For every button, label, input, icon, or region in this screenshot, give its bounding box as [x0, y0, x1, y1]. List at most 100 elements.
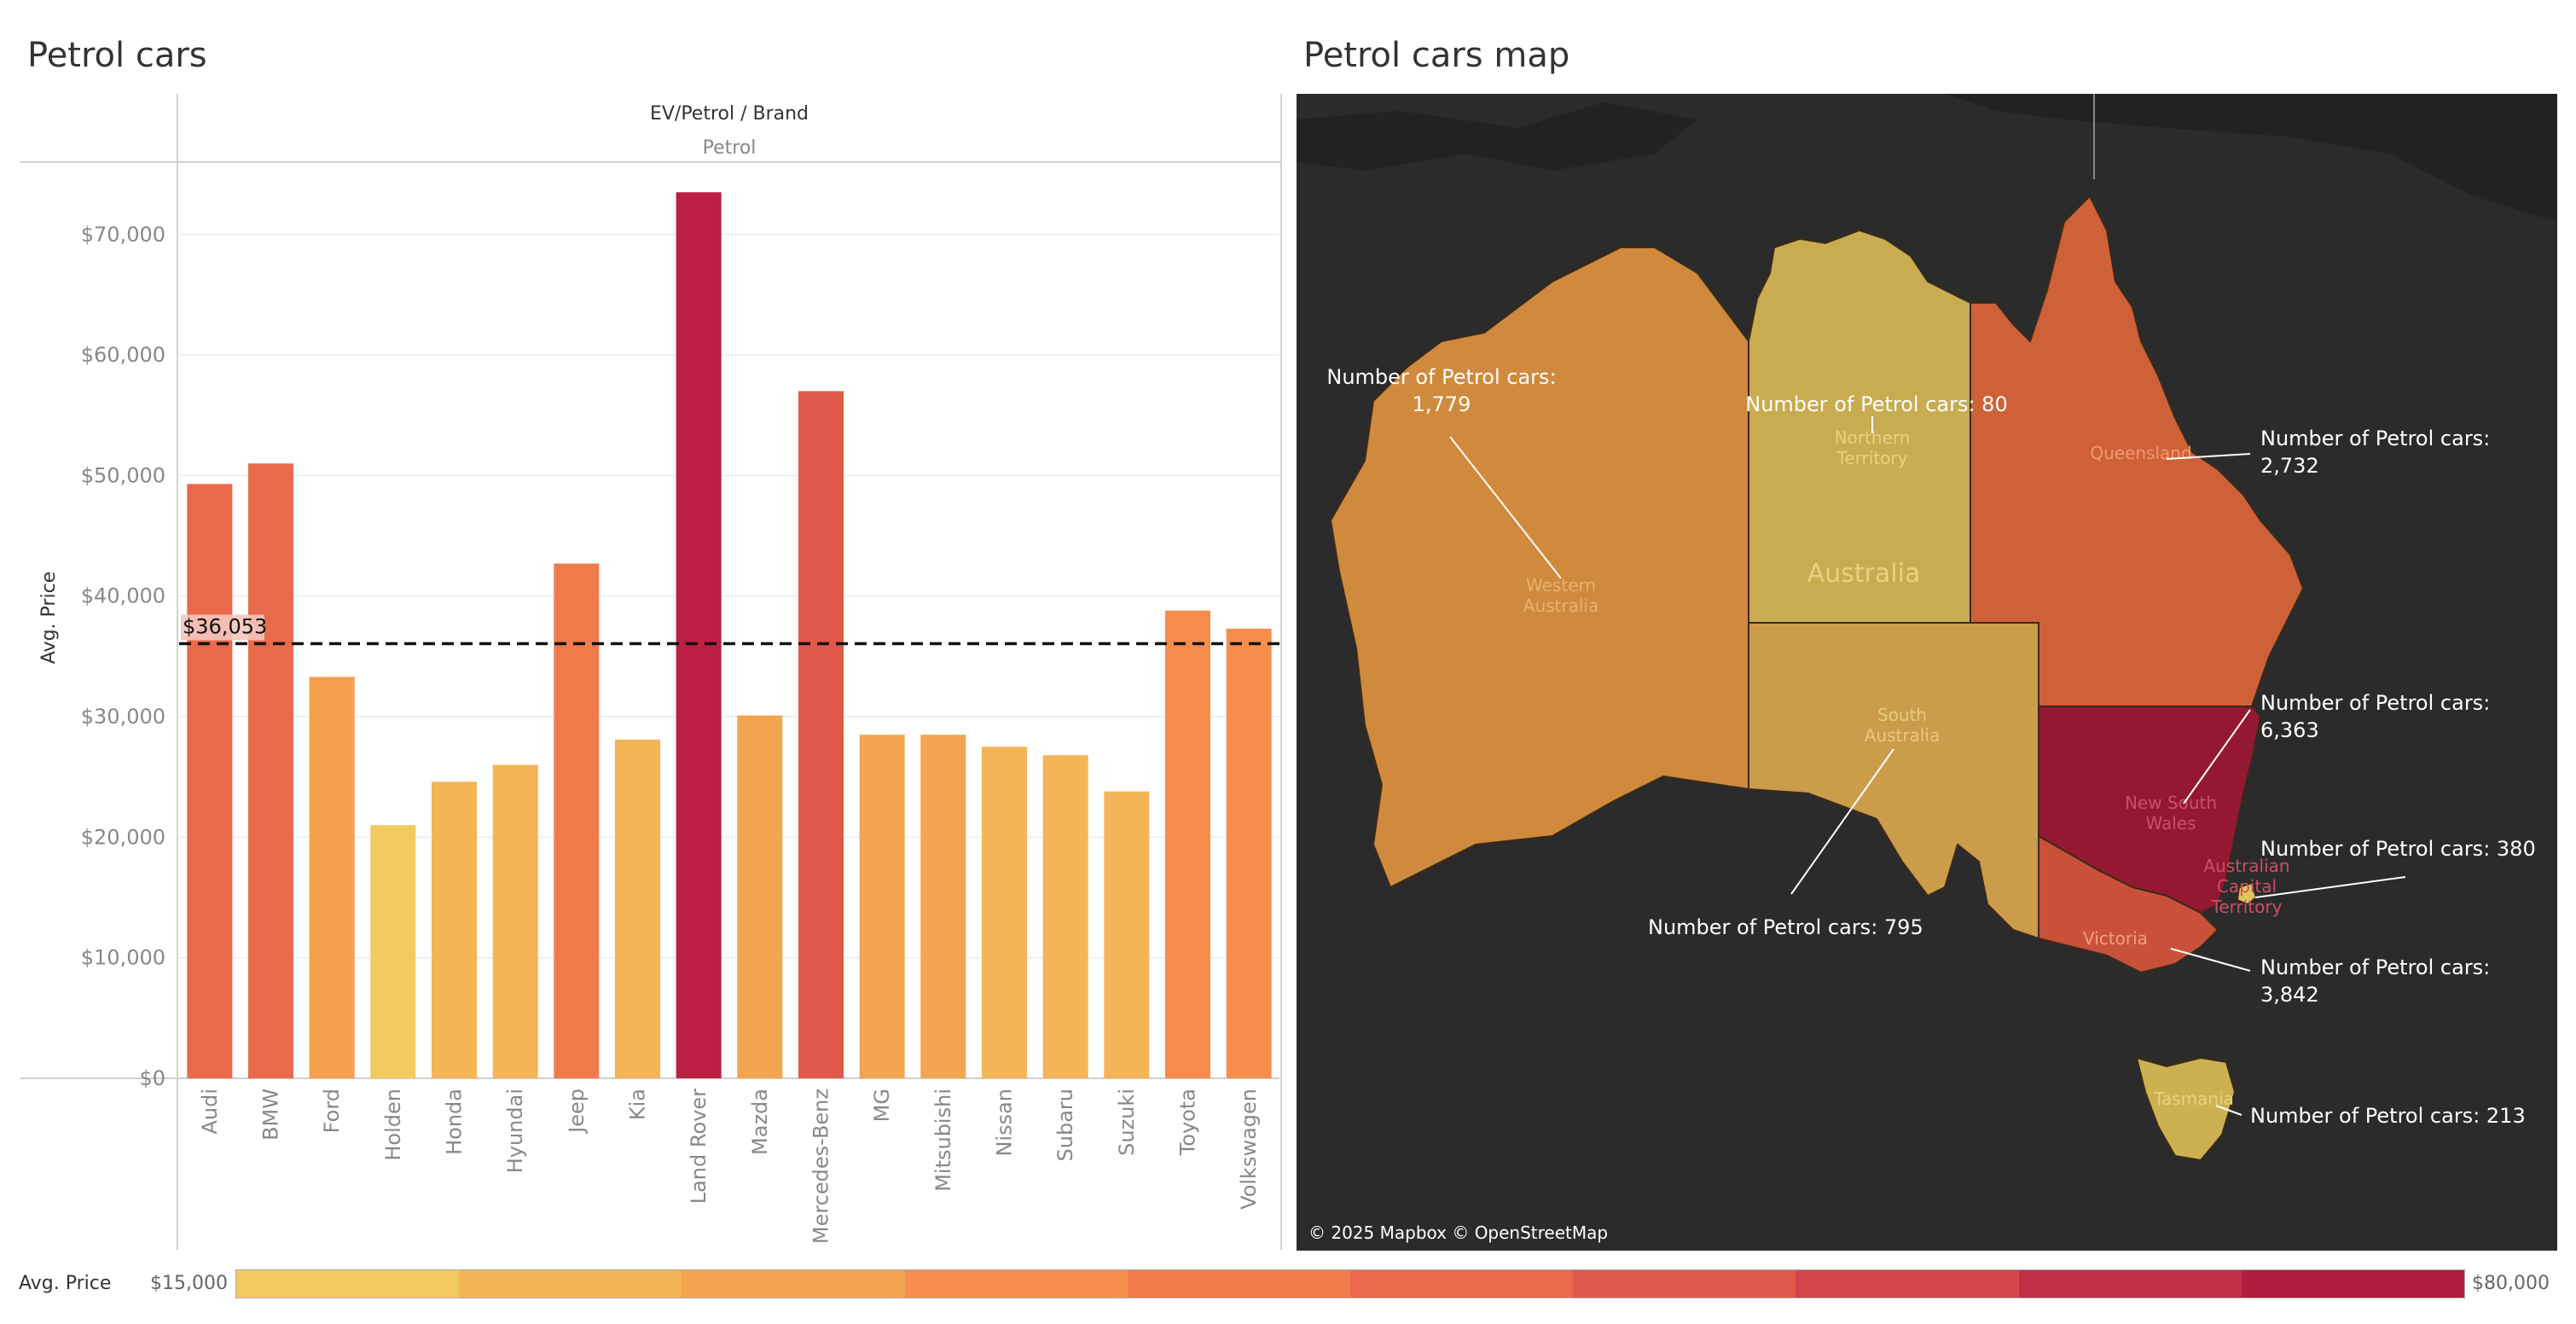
x-tick-label: Kia [626, 1089, 650, 1120]
x-tick-label: BMW [259, 1089, 283, 1141]
bar-kia[interactable] [614, 739, 661, 1078]
region-label-nsw-1: New South [2125, 793, 2217, 813]
legend-swatch [904, 1270, 1128, 1298]
x-tick-label: Mercedes-Benz [809, 1089, 833, 1244]
legend-min-label: $15,000 [150, 1273, 228, 1294]
x-tick-label: Subaru [1053, 1089, 1077, 1161]
x-tick-label: Volkswagen [1237, 1089, 1261, 1210]
y-tick-label: $10,000 [81, 946, 165, 970]
choropleth-map[interactable]: Western Australia Northern Territory Aus… [1297, 94, 2557, 1251]
y-tick-label: $40,000 [81, 584, 165, 608]
bar-mercedes-benz[interactable] [798, 391, 844, 1079]
legend-swatch [2241, 1270, 2465, 1298]
region-label-act-1: Australian [2203, 856, 2289, 876]
x-tick-label: Mazda [748, 1089, 772, 1155]
legend-swatch [459, 1270, 682, 1298]
region-label-sa-1: South [1877, 705, 1927, 725]
bar-ford[interactable] [309, 677, 355, 1078]
legend-swatch [682, 1270, 905, 1298]
x-tick-label: Suzuki [1115, 1089, 1139, 1156]
callout-vic-value: 3,842 [2260, 983, 2319, 1007]
legend-swatch [2018, 1270, 2242, 1298]
region-label-nsw-2: Wales [2145, 813, 2196, 833]
legend-swatch [1350, 1270, 1574, 1298]
region-western-australia[interactable] [1329, 247, 1749, 889]
region-label-qld: Queensland [2090, 443, 2191, 463]
callout-nsw-label: Number of Petrol cars: [2260, 691, 2490, 715]
bar-bmw[interactable] [247, 463, 294, 1078]
x-tick-label: Mitsubishi [931, 1089, 955, 1192]
x-tick-label: Toyota [1176, 1089, 1200, 1156]
y-tick-label: $60,000 [81, 343, 165, 367]
bar-toyota[interactable] [1164, 610, 1211, 1078]
region-label-act-2: Capital [2217, 876, 2277, 897]
callout-vic-label: Number of Petrol cars: [2260, 955, 2490, 979]
callout-wa-value: 1,779 [1413, 392, 1471, 416]
region-victoria[interactable] [2038, 834, 2219, 974]
callout-nsw-value: 6,363 [2260, 718, 2319, 742]
legend-swatch [1127, 1270, 1351, 1298]
x-tick-label: Holden [381, 1089, 405, 1161]
color-legend-ramp [235, 1269, 2465, 1298]
legend-title: Avg. Price [19, 1273, 112, 1294]
region-label-tas: Tasmania [2153, 1089, 2234, 1109]
map-attribution[interactable]: © 2025 Mapbox © OpenStreetMap [1308, 1222, 1608, 1243]
land-mass-north [1297, 102, 1697, 171]
map-title: Petrol cars map [1303, 36, 1570, 75]
callout-tas: Number of Petrol cars: 213 [2250, 1104, 2526, 1128]
bar-suzuki[interactable] [1104, 791, 1150, 1078]
bar-chart: EV/Petrol / Brand Petrol Avg. Price $0 $1… [20, 94, 1282, 1250]
x-tick-label: Land Rover [687, 1089, 711, 1204]
region-label-nt-2: Territory [1836, 448, 1908, 468]
reference-line: $36,053 [179, 614, 1279, 646]
bar-honda[interactable] [431, 781, 478, 1078]
bar-holden[interactable] [370, 825, 416, 1078]
legend-swatch [1796, 1270, 2019, 1298]
bar-nissan[interactable] [981, 746, 1028, 1078]
x-tick-label: Honda [443, 1089, 467, 1155]
bar-mg[interactable] [859, 735, 905, 1078]
region-act[interactable] [2236, 881, 2258, 906]
x-tick-labels: Audi BMW Ford Holden Honda Hyundai Jeep Kia Land… [198, 1089, 1261, 1244]
bar-jeep[interactable] [554, 563, 600, 1078]
legend-swatch [1573, 1270, 1796, 1298]
land-mass-png [1945, 94, 2557, 222]
y-tick-label: $0 [139, 1066, 165, 1090]
reference-label-bg [181, 614, 264, 641]
legend-max-label: $80,000 [2472, 1273, 2550, 1294]
bar-hyundai[interactable] [492, 764, 538, 1078]
y-axis-label: Avg. Price [38, 572, 60, 664]
y-tick-label: $20,000 [81, 825, 165, 849]
callout-wa-label: Number of Petrol cars: [1326, 365, 1556, 389]
bar-mazda[interactable] [737, 715, 783, 1078]
x-tick-label: MG [870, 1089, 894, 1122]
callout-sa: Number of Petrol cars: 795 [1648, 915, 1923, 939]
x-tick-label: Jeep [565, 1089, 589, 1135]
x-tick-label: Ford [320, 1089, 344, 1133]
region-label-sa-2: Australia [1865, 725, 1940, 746]
country-label: Australia [1807, 559, 1921, 589]
bar-subaru[interactable] [1042, 755, 1088, 1078]
bar-volkswagen[interactable] [1226, 628, 1272, 1078]
bar-land-rover[interactable] [676, 192, 722, 1078]
region-label-act-3: Territory [2211, 897, 2283, 917]
region-label-vic: Victoria [2083, 928, 2148, 949]
callout-qld-value: 2,732 [2260, 454, 2319, 478]
region-queensland[interactable] [1970, 195, 2305, 707]
bars [187, 192, 1272, 1079]
x-tick-label: Hyundai [503, 1089, 527, 1173]
region-tasmania[interactable] [2135, 1056, 2237, 1162]
chart-title: Petrol cars [27, 36, 207, 75]
column-header-label: EV/Petrol / Brand [650, 103, 809, 125]
callout-qld-label: Number of Petrol cars: [2260, 427, 2490, 450]
y-tick-labels: $0 $10,000 $20,000 $30,000 $40,000 $50,000 $60… [81, 223, 165, 1090]
bar-audi[interactable] [187, 484, 233, 1078]
callout-act: Number of Petrol cars: 380 [2260, 837, 2536, 861]
y-tick-label: $50,000 [81, 463, 165, 487]
bar-mitsubishi[interactable] [920, 735, 966, 1078]
reference-line-label: $36,053 [183, 615, 267, 639]
y-tick-label: $70,000 [81, 223, 165, 247]
callout-lines [1449, 416, 2406, 1116]
callout-nt: Number of Petrol cars: 80 [1745, 392, 2007, 416]
region-label-wa-2: Australia [1523, 595, 1598, 616]
